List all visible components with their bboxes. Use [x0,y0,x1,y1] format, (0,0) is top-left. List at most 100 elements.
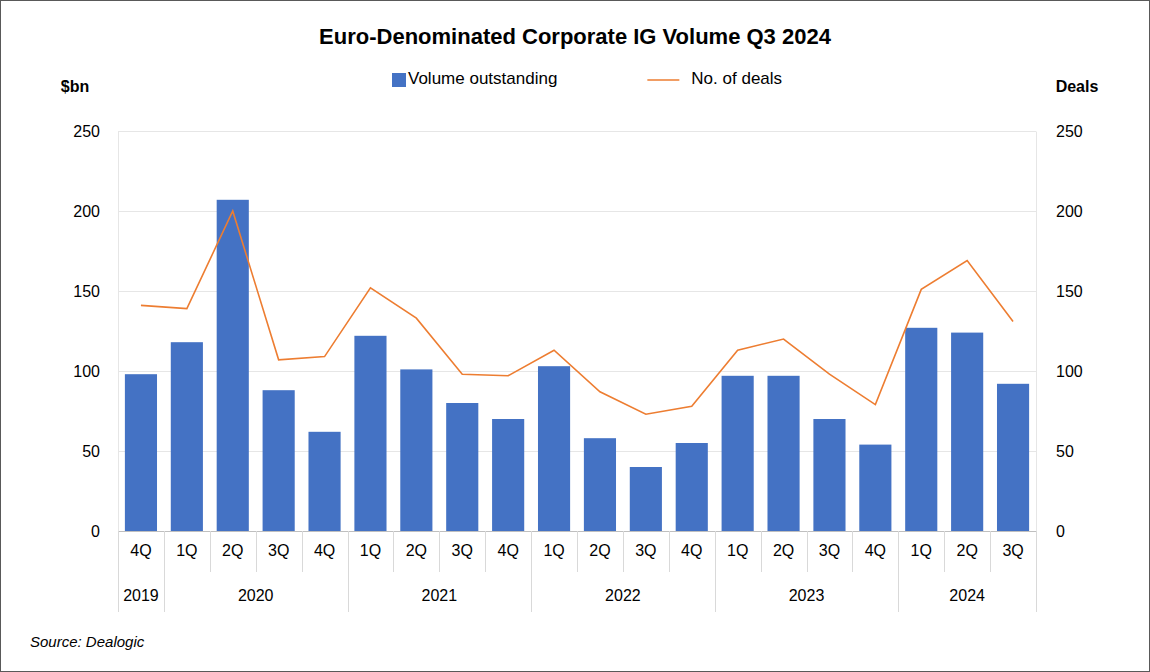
tick: 50 [82,443,118,460]
bar-series [125,200,1029,531]
category-divider [990,531,991,572]
tick: 250 [1036,123,1083,140]
bar [263,390,295,531]
year-label: 2024 [949,587,985,604]
tick-label: 3Q [635,542,656,559]
bar [630,467,662,531]
line [141,211,1013,414]
tick-label: 2Q [222,542,243,559]
bar [722,376,754,531]
tick: 1Q [727,531,748,559]
tick-label: 100 [1056,363,1083,380]
year-label: 2020 [238,587,274,604]
tick: 4Q [497,531,518,559]
legend-label: Volume outstanding [408,69,557,88]
bar [354,336,386,531]
tick-label: 200 [73,203,100,220]
tick-label: 200 [1056,203,1083,220]
tick-label: 0 [1056,523,1065,540]
y2-axis: 0 50 100 150 200 250 [1036,123,1083,540]
bar [951,333,983,531]
tick-label: 3Q [268,542,289,559]
legend-item: No. of deals [647,69,782,88]
tick: 1Q [911,531,932,559]
tick: 100 [73,363,118,380]
legend: Volume outstanding No. of deals [392,69,782,88]
y2-axis-title: Deals [1056,78,1099,95]
bar [308,432,340,531]
tick-label: 0 [91,523,100,540]
bar [813,419,845,531]
marks [125,200,1029,531]
tick: 1Q [360,531,381,559]
category-divider [118,531,119,612]
tick: 150 [73,283,118,300]
bar [767,376,799,531]
tick-label: 2Q [406,542,427,559]
legend-item: Volume outstanding [392,69,557,88]
tick: 4Q [681,531,702,559]
category-divider [715,531,716,612]
chart: 0 50 100 150 200 250 0 50 100 150 200 250 4Q 1Q 2Q 3Q 4Q… [0,0,1150,672]
grid-line [118,291,1036,292]
tick: 3Q [452,531,473,559]
bar [997,384,1029,531]
tick-label: 250 [73,123,100,140]
category-divider [485,531,486,572]
tick: 250 [73,123,118,140]
tick-label: 4Q [681,542,702,559]
tick: 2Q [956,531,977,559]
tick: 0 [91,523,118,540]
tick: 4Q [130,531,151,559]
tick: 200 [1036,203,1083,220]
tick: 4Q [865,531,886,559]
axis-line [1036,132,1037,532]
category-divider [348,531,349,612]
frame [1,1,1150,672]
bar [125,374,157,531]
category-divider [669,531,670,572]
category-divider [623,531,624,572]
y-axis-title: $bn [61,78,89,95]
category-divider [1036,531,1037,612]
bar [171,342,203,531]
bar [905,328,937,531]
grid-line [118,451,1036,452]
category-divider [393,531,394,572]
source: Source: Dealogic [30,633,145,650]
tick-label: 50 [1056,443,1074,460]
tick-label: 4Q [497,542,518,559]
category-divider [531,531,532,612]
tick: 100 [1036,363,1083,380]
tick: 4Q [314,531,335,559]
y-axis: 0 50 100 150 200 250 [73,123,118,540]
tick: 0 [1036,523,1065,540]
year-label: 2019 [123,587,159,604]
grid-line [118,131,1036,132]
bar [584,438,616,531]
tick-label: 100 [73,363,100,380]
tick-label: 1Q [911,542,932,559]
tick-label: 2Q [773,542,794,559]
tick: 1Q [176,531,197,559]
tick: 3Q [819,531,840,559]
tick: 150 [1036,283,1083,300]
tick-label: 1Q [727,542,748,559]
year-labels: 201920202021202220232024 [123,587,985,604]
tick-label: 1Q [543,542,564,559]
tick-label: 3Q [819,542,840,559]
tick: 50 [1036,443,1074,460]
tick-label: 150 [1056,283,1083,300]
tick-label: 4Q [314,542,335,559]
bar [859,445,891,531]
bar [492,419,524,531]
year-label: 2021 [422,587,458,604]
category-divider [944,531,945,572]
tick-label: 1Q [176,542,197,559]
tick: 1Q [543,531,564,559]
bar [446,403,478,531]
tick-label: 2Q [956,542,977,559]
category-divider [256,531,257,572]
tick-label: 1Q [360,542,381,559]
tick: 2Q [406,531,427,559]
